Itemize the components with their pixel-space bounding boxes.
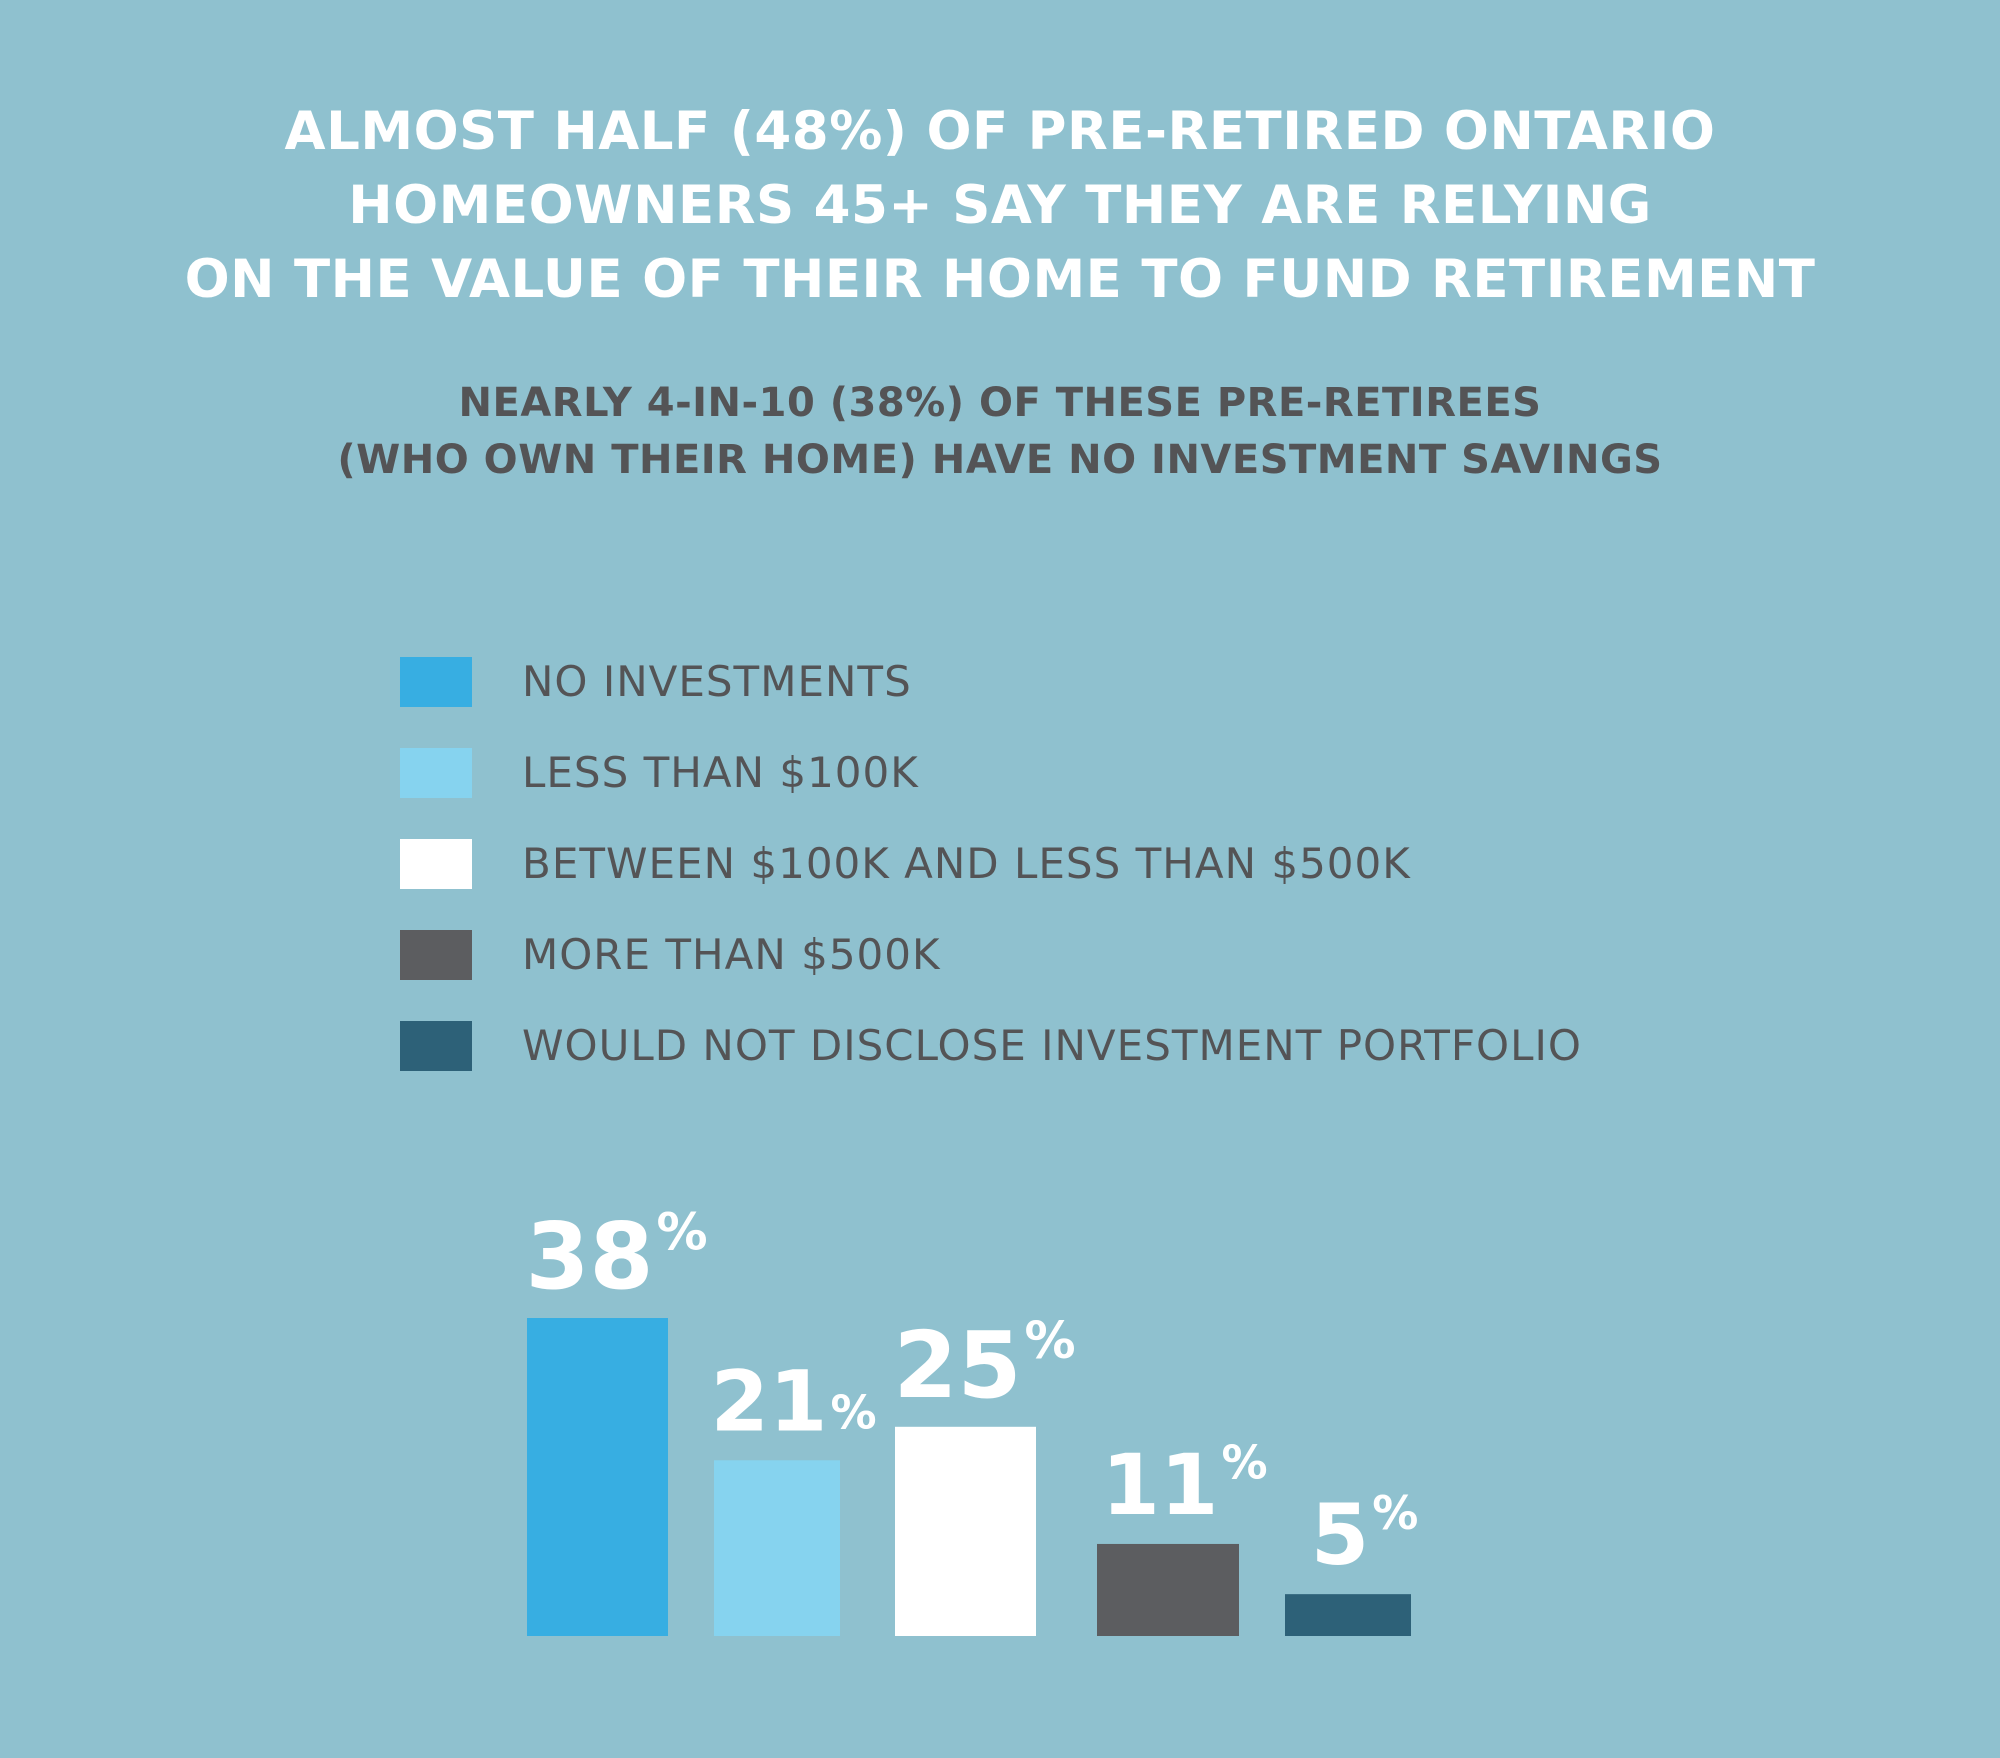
chart-subtitle: NEARLY 4-IN-10 (38%) OF THESE PRE-RETIRE… [0,375,2000,489]
chart-title: ALMOST HALF (48%) OF PRE-RETIRED ONTARIO… [0,95,2000,317]
legend-label-less-than-100k: LESS THAN $100K [522,748,919,797]
bar-more-than-500k [1097,1543,1239,1636]
legend-item-less-than-100k: LESS THAN $100K [400,727,1582,818]
bar-no-investments [527,1318,668,1636]
percent-sign-between-100k-500k: % [1025,1312,1076,1371]
legend-item-more-than-500k: MORE THAN $500K [400,909,1582,1000]
bar-between-100k-500k [895,1426,1036,1636]
percent-sign-no-investments: % [657,1203,708,1262]
subtitle-line-1: NEARLY 4-IN-10 (38%) OF THESE PRE-RETIRE… [458,380,1542,426]
percent-sign-not-disclosed: % [1372,1486,1418,1540]
data-label-not-disclosed: 5 [1311,1486,1369,1584]
percent-sign-less-than-100k: % [830,1385,876,1439]
legend-swatch-not-disclosed [400,1020,472,1071]
legend-label-no-investments: NO INVESTMENTS [522,657,912,706]
legend-item-no-investments: NO INVESTMENTS [400,636,1582,727]
legend-label-between-100k-500k: BETWEEN $100K AND LESS THAN $500K [522,839,1411,888]
data-label-no-investments: 38 [525,1203,653,1310]
legend-item-not-disclosed: WOULD NOT DISCLOSE INVESTMENT PORTFOLIO [400,1000,1582,1091]
legend-label-not-disclosed: WOULD NOT DISCLOSE INVESTMENT PORTFOLIO [522,1021,1582,1070]
chart-legend: NO INVESTMENTS LESS THAN $100K BETWEEN $… [400,636,1582,1091]
legend-item-between-100k-500k: BETWEEN $100K AND LESS THAN $500K [400,818,1582,909]
legend-swatch-less-than-100k [400,747,472,798]
title-line-1: ALMOST HALF (48%) OF PRE-RETIRED ONTARIO [284,101,1716,162]
title-line-3: ON THE VALUE OF THEIR HOME TO FUND RETIR… [184,249,1816,310]
legend-swatch-more-than-500k [400,929,472,980]
data-label-between-100k-500k: 25 [893,1312,1021,1419]
data-label-more-than-500k: 11 [1102,1436,1219,1534]
title-line-2: HOMEOWNERS 45+ SAY THEY ARE RELYING [348,175,1652,236]
legend-swatch-between-100k-500k [400,838,472,889]
legend-swatch-no-investments [400,656,472,707]
data-label-less-than-100k: 21 [711,1352,828,1450]
legend-label-more-than-500k: MORE THAN $500K [522,930,941,979]
subtitle-line-2: (WHO OWN THEIR HOME) HAVE NO INVESTMENT … [337,437,1663,483]
percent-sign-more-than-500k: % [1221,1436,1267,1490]
bar-not-disclosed [1285,1594,1411,1636]
bar-less-than-100k [714,1460,840,1636]
